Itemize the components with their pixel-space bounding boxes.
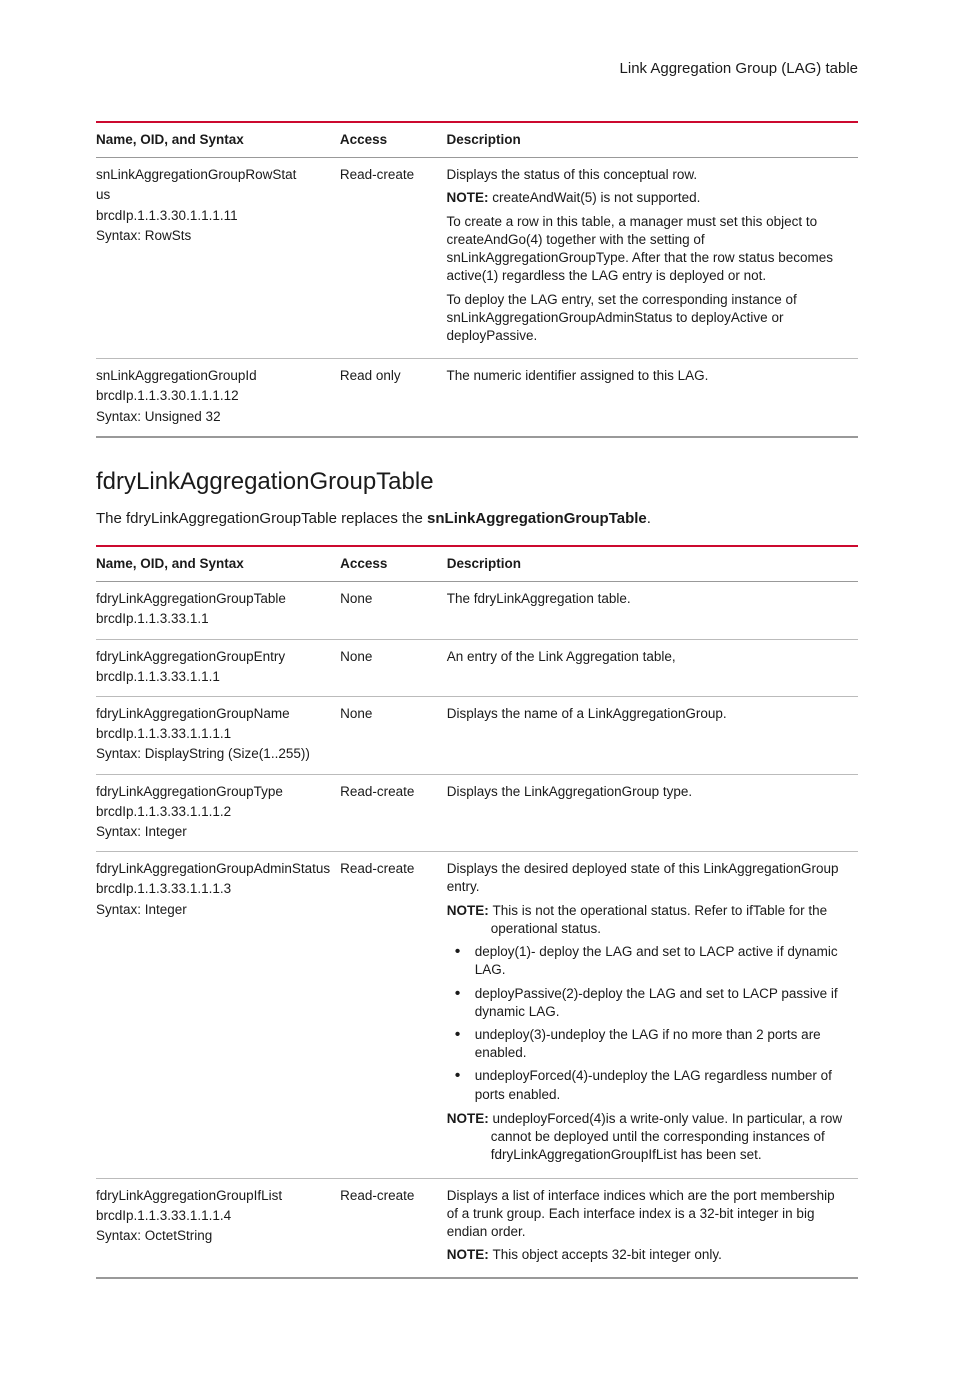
name-line: fdryLinkAggregationGroupName xyxy=(96,705,330,723)
cell-description: An entry of the Link Aggregation table, xyxy=(447,639,858,696)
intro-text-bold: snLinkAggregationGroupTable xyxy=(427,510,647,527)
name-line: Syntax: OctetString xyxy=(96,1227,330,1245)
cell-name: fdryLinkAggregationGroupEntry brcdIp.1.1.… xyxy=(96,639,340,696)
table-row: fdryLinkAggregationGroupIfList brcdIp.1.1… xyxy=(96,1178,858,1278)
table-header-row: Name, OID, and Syntax Access Description xyxy=(96,546,858,582)
col-access-header: Access xyxy=(340,122,447,158)
desc-bullet-item: deployPassive(2)-deploy the LAG and set … xyxy=(447,985,848,1021)
col-name-header: Name, OID, and Syntax xyxy=(96,122,340,158)
desc-text: To deploy the LAG entry, set the corresp… xyxy=(447,291,849,346)
desc-text: To create a row in this table, a manager… xyxy=(447,213,849,286)
table-row: fdryLinkAggregationGroupTable brcdIp.1.1.… xyxy=(96,582,858,639)
desc-text: An entry of the Link Aggregation table, xyxy=(447,648,848,666)
section-title: fdryLinkAggregationGroupTable xyxy=(96,468,858,496)
table-row: fdryLinkAggregationGroupType brcdIp.1.1.3… xyxy=(96,774,858,852)
col-desc-header: Description xyxy=(447,546,858,582)
intro-text-post: . xyxy=(647,510,651,527)
name-line: snLinkAggregationGroupRowStat xyxy=(96,166,330,184)
table-row: fdryLinkAggregationGroupName brcdIp.1.1.3… xyxy=(96,696,858,774)
cell-description: The fdryLinkAggregation table. xyxy=(447,582,858,639)
cell-name: snLinkAggregationGroupRowStat us brcdIp.1.… xyxy=(96,158,340,359)
name-line: fdryLinkAggregationGroupAdminStatus xyxy=(96,860,330,878)
desc-bullet-item: deploy(1)- deploy the LAG and set to LAC… xyxy=(447,943,848,979)
cell-name: fdryLinkAggregationGroupIfList brcdIp.1.1… xyxy=(96,1178,340,1278)
desc-bullet-list: deploy(1)- deploy the LAG and set to LAC… xyxy=(447,943,848,1104)
name-line: Syntax: Unsigned 32 xyxy=(96,408,330,426)
desc-text: Displays a list of interface indices whi… xyxy=(447,1187,848,1242)
name-line: fdryLinkAggregationGroupTable xyxy=(96,590,330,608)
name-line: brcdIp.1.1.3.33.1.1.1.3 xyxy=(96,880,330,898)
name-line: fdryLinkAggregationGroupIfList xyxy=(96,1187,330,1205)
name-line: us xyxy=(96,186,330,204)
name-line: brcdIp.1.1.3.33.1.1 xyxy=(96,610,330,628)
desc-bullet-item: undeploy(3)-undeploy the LAG if no more … xyxy=(447,1026,848,1062)
name-line: brcdIp.1.1.3.33.1.1.1.4 xyxy=(96,1207,330,1225)
cell-access: Read-create xyxy=(340,158,447,359)
name-line: fdryLinkAggregationGroupEntry xyxy=(96,648,330,666)
snmp-table-1: Name, OID, and Syntax Access Description… xyxy=(96,121,858,438)
cell-description: The numeric identifier assigned to this … xyxy=(447,359,859,437)
table-row: fdryLinkAggregationGroupAdminStatus brcdI… xyxy=(96,852,858,1178)
cell-name: fdryLinkAggregationGroupType brcdIp.1.1.3… xyxy=(96,774,340,852)
snmp-table-2: Name, OID, and Syntax Access Description… xyxy=(96,545,858,1280)
name-line: brcdIp.1.1.3.30.1.1.1.12 xyxy=(96,387,330,405)
cell-access: None xyxy=(340,582,447,639)
name-line: brcdIp.1.1.3.33.1.1.1.1 xyxy=(96,725,330,743)
desc-note: NOTE: createAndWait(5) is not supported. xyxy=(447,189,849,207)
cell-description: Displays the name of a LinkAggregationGr… xyxy=(447,696,858,774)
cell-description: Displays a list of interface indices whi… xyxy=(447,1178,858,1278)
table-row: snLinkAggregationGroupId brcdIp.1.1.3.30.… xyxy=(96,359,858,437)
name-line: brcdIp.1.1.3.33.1.1.1 xyxy=(96,668,330,686)
cell-description: Displays the status of this conceptual r… xyxy=(447,158,859,359)
cell-description: Displays the LinkAggregationGroup type. xyxy=(447,774,858,852)
cell-name: fdryLinkAggregationGroupAdminStatus brcdI… xyxy=(96,852,340,1178)
desc-text: The fdryLinkAggregation table. xyxy=(447,590,848,608)
col-desc-header: Description xyxy=(447,122,859,158)
cell-access: Read-create xyxy=(340,852,447,1178)
desc-bullet-item: undeployForced(4)-undeploy the LAG regar… xyxy=(447,1067,848,1103)
cell-access: Read-create xyxy=(340,1178,447,1278)
col-name-header: Name, OID, and Syntax xyxy=(96,546,340,582)
desc-note: NOTE: This object accepts 32-bit integer… xyxy=(447,1246,848,1264)
name-line: brcdIp.1.1.3.33.1.1.1.2 xyxy=(96,803,330,821)
desc-text: The numeric identifier assigned to this … xyxy=(447,367,849,385)
table-row: snLinkAggregationGroupRowStat us brcdIp.1.… xyxy=(96,158,858,359)
cell-name: snLinkAggregationGroupId brcdIp.1.1.3.30.… xyxy=(96,359,340,437)
desc-text: Displays the LinkAggregationGroup type. xyxy=(447,783,848,801)
table-header-row: Name, OID, and Syntax Access Description xyxy=(96,122,858,158)
desc-text: Displays the status of this conceptual r… xyxy=(447,166,849,184)
section-intro: The fdryLinkAggregationGroupTable replac… xyxy=(96,510,858,527)
cell-description: Displays the desired deployed state of t… xyxy=(447,852,858,1178)
name-line: brcdIp.1.1.3.30.1.1.1.11 xyxy=(96,207,330,225)
desc-note: NOTE: undeployForced(4)is a write-only v… xyxy=(447,1110,848,1165)
table-row: fdryLinkAggregationGroupEntry brcdIp.1.1.… xyxy=(96,639,858,696)
name-line: Syntax: DisplayString (Size(1..255)) xyxy=(96,745,330,763)
cell-access: Read-create xyxy=(340,774,447,852)
desc-text: Displays the desired deployed state of t… xyxy=(447,860,848,896)
name-line: snLinkAggregationGroupId xyxy=(96,367,330,385)
page-header: Link Aggregation Group (LAG) table xyxy=(96,60,858,77)
name-line: Syntax: RowSts xyxy=(96,227,330,245)
cell-name: fdryLinkAggregationGroupTable brcdIp.1.1.… xyxy=(96,582,340,639)
col-access-header: Access xyxy=(340,546,447,582)
cell-access: None xyxy=(340,696,447,774)
name-line: fdryLinkAggregationGroupType xyxy=(96,783,330,801)
intro-text-pre: The fdryLinkAggregationGroupTable replac… xyxy=(96,510,427,527)
cell-name: fdryLinkAggregationGroupName brcdIp.1.1.3… xyxy=(96,696,340,774)
cell-access: Read only xyxy=(340,359,447,437)
cell-access: None xyxy=(340,639,447,696)
name-line: Syntax: Integer xyxy=(96,823,330,841)
name-line: Syntax: Integer xyxy=(96,901,330,919)
desc-text: Displays the name of a LinkAggregationGr… xyxy=(447,705,848,723)
desc-note: NOTE: This is not the operational status… xyxy=(447,902,848,938)
